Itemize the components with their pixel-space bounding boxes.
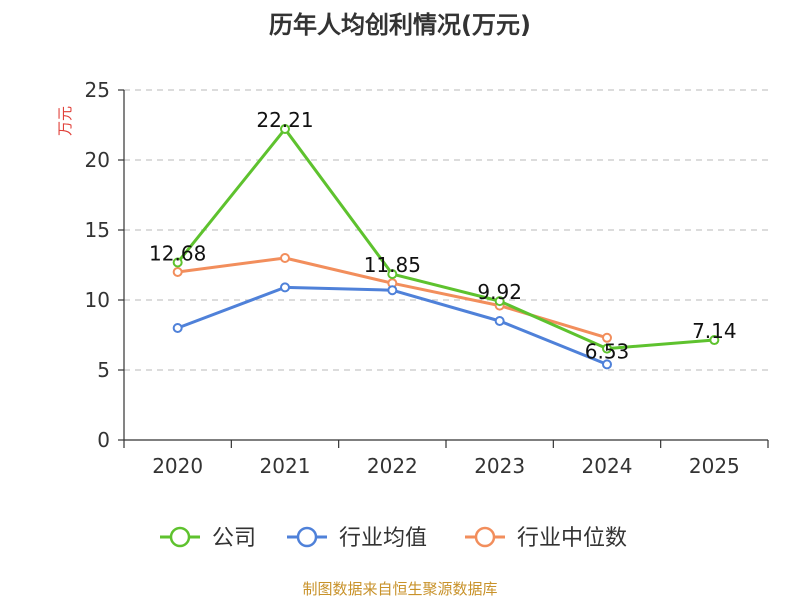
y-tick-label: 5 <box>97 358 110 382</box>
y-axis-label: 万元 <box>56 106 74 136</box>
data-point-0[interactable] <box>172 257 183 268</box>
data-point-0[interactable] <box>602 343 612 354</box>
chart-title: 历年人均创利情况(万元) <box>269 11 531 39</box>
x-tick-label: 2023 <box>474 454 525 478</box>
y-tick-label: 15 <box>85 218 110 242</box>
legend-label-2[interactable]: 行业中位数 <box>517 526 627 551</box>
data-point-1[interactable] <box>602 359 612 370</box>
x-tick-label: 2022 <box>367 454 418 478</box>
y-tick-label: 10 <box>85 288 110 312</box>
data-point-0[interactable] <box>709 335 720 346</box>
data-label: 7.14 <box>692 319 737 343</box>
data-point-2[interactable] <box>602 332 612 343</box>
data-label: 11.85 <box>364 253 421 277</box>
data-label: 22.21 <box>256 108 313 132</box>
legend-label-0[interactable]: 公司 <box>212 526 256 551</box>
y-tick-label: 20 <box>85 148 110 172</box>
y-tick-label: 0 <box>97 428 110 452</box>
data-point-2[interactable] <box>280 253 290 263</box>
series-line-1 <box>177 285 608 366</box>
grid-lines <box>124 89 768 371</box>
source-note: 制图数据来自恒生聚源数据库 <box>302 580 497 598</box>
data-point-1[interactable] <box>494 316 505 326</box>
legend-marker-2[interactable] <box>474 526 496 548</box>
y-tick-label: 25 <box>85 78 110 102</box>
data-point-2[interactable] <box>172 267 183 277</box>
legend-label-1[interactable]: 行业均值 <box>339 526 427 551</box>
data-point-1[interactable] <box>387 285 398 296</box>
data-label: 9.92 <box>477 280 522 304</box>
data-point-0[interactable] <box>494 296 505 307</box>
data-point-1[interactable] <box>280 282 290 293</box>
data-labels: 12.68 22.21 11.85 9.92 6.53 7.14 <box>149 108 737 364</box>
x-tick-label: 2024 <box>582 454 633 478</box>
legend-marker-1[interactable] <box>296 526 318 548</box>
data-point-0[interactable] <box>280 124 290 135</box>
data-point-0[interactable] <box>387 269 398 280</box>
x-tick-label: 2020 <box>152 454 203 478</box>
data-label: 12.68 <box>149 241 206 265</box>
data-label: 6.53 <box>585 340 630 364</box>
legend[interactable]: 公司 行业均值 行业中位数 <box>160 526 627 551</box>
series-group <box>172 124 720 370</box>
series-line-0 <box>176 127 715 351</box>
x-tick-label: 2021 <box>260 454 311 478</box>
legend-marker-0[interactable] <box>169 526 191 548</box>
x-tick-label: 2025 <box>689 454 740 478</box>
data-point-1[interactable] <box>172 323 183 333</box>
